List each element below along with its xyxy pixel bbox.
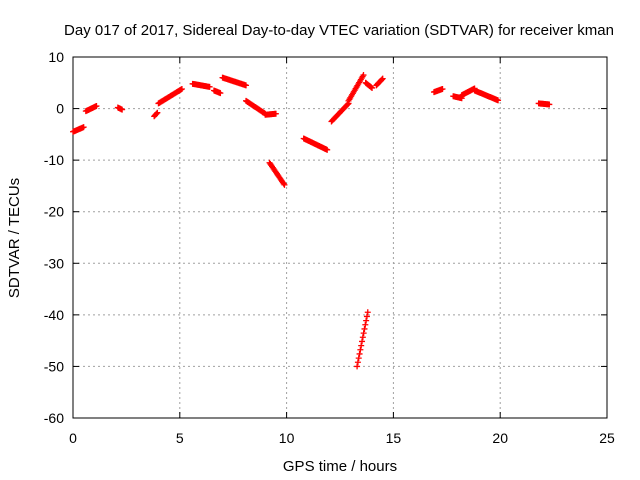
- y-tick-label: -30: [44, 255, 64, 271]
- data-point: [360, 72, 367, 79]
- x-tick-label: 25: [599, 430, 615, 446]
- data-point: [363, 317, 370, 324]
- x-tick-label: 5: [176, 430, 184, 446]
- data-point: [378, 76, 385, 83]
- data-series-segment: [155, 85, 185, 107]
- data-point: [206, 83, 213, 90]
- data-series-segment: [243, 97, 269, 117]
- data-point: [356, 350, 363, 357]
- data-series-segment: [458, 85, 478, 99]
- y-tick-label: -20: [44, 204, 64, 220]
- x-tick-label: 15: [386, 430, 402, 446]
- data-point: [364, 309, 371, 316]
- data-point: [361, 325, 368, 332]
- data-point: [439, 85, 446, 92]
- data-series-segment: [70, 124, 87, 135]
- data-point: [546, 101, 553, 108]
- y-tick-label: 0: [56, 101, 64, 117]
- data-series-segment: [471, 87, 502, 104]
- data-point: [80, 124, 87, 131]
- data-point: [153, 110, 160, 117]
- chart-title: Day 017 of 2017, Sidereal Day-to-day VTE…: [64, 22, 614, 39]
- data-point: [243, 82, 250, 89]
- data-series-segment: [262, 110, 279, 118]
- data-series-segment: [151, 109, 161, 120]
- data-point: [281, 181, 288, 188]
- data-point: [379, 75, 386, 82]
- data-point: [495, 97, 502, 104]
- y-axis-label: SDTVAR / TECUs: [6, 178, 23, 298]
- axis-ticks: 0 5 10 15 20 25 10 0 -10 -20 -30 -40 -50 -60: [44, 49, 615, 446]
- data-point: [355, 355, 362, 362]
- data-point: [369, 84, 376, 91]
- data-point: [360, 330, 367, 337]
- data-point: [217, 90, 224, 97]
- data-series-segment: [535, 100, 553, 108]
- plot-frame: [72, 56, 608, 419]
- data-series-segment: [328, 100, 352, 125]
- y-tick-label: 10: [48, 49, 64, 65]
- y-tick-label: -60: [44, 410, 64, 426]
- y-tick-label: -10: [44, 152, 64, 168]
- y-tick-label: -50: [44, 358, 64, 374]
- data-series-segment: [345, 72, 367, 104]
- data-point: [272, 110, 279, 117]
- x-tick-label: 0: [69, 430, 77, 446]
- data-point: [354, 363, 361, 370]
- x-tick-label: 20: [492, 430, 508, 446]
- data-point: [344, 101, 351, 108]
- data-series-segment: [373, 75, 386, 89]
- data-series-segment: [266, 159, 288, 188]
- data-point: [354, 359, 361, 366]
- data-series-segment: [354, 309, 371, 370]
- data-series-segment: [219, 74, 250, 89]
- data-point: [358, 342, 365, 349]
- data-series-segment: [82, 102, 100, 115]
- data-point: [363, 313, 370, 320]
- y-tick-label: -40: [44, 307, 64, 323]
- data-point: [359, 338, 366, 345]
- data-point: [178, 85, 185, 92]
- data-series-segment: [362, 79, 376, 91]
- grid-lines: [73, 57, 607, 418]
- data-point: [357, 346, 364, 353]
- data-point: [362, 321, 369, 328]
- data-series-segment: [210, 87, 224, 97]
- data-point: [119, 106, 126, 113]
- data-point: [359, 334, 366, 341]
- data-series-segment: [189, 80, 213, 90]
- data-series-segment: [114, 104, 126, 113]
- x-tick-label: 10: [279, 430, 295, 446]
- data-point: [93, 102, 100, 109]
- x-axis-label: GPS time / hours: [283, 458, 397, 475]
- data-point: [280, 180, 287, 187]
- data-point: [154, 109, 161, 116]
- data-series-segment: [430, 85, 446, 96]
- data-point: [324, 146, 331, 153]
- data-series-segment: [300, 135, 331, 153]
- data-points: [70, 72, 553, 370]
